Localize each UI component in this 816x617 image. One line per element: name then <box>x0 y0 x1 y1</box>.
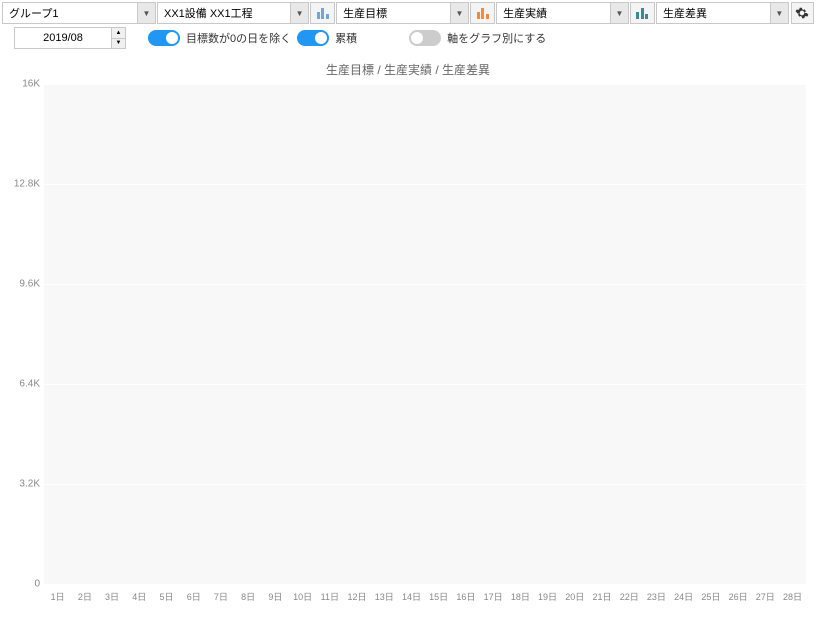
x-tick-label: 8日 <box>235 586 262 604</box>
x-tick-label: 16日 <box>452 586 479 604</box>
toggle-separate-axis[interactable] <box>409 30 441 46</box>
metric1-dropdown[interactable]: 生産目標 ▼ <box>336 2 469 24</box>
x-tick-label: 11日 <box>316 586 343 604</box>
x-tick-label: 14日 <box>398 586 425 604</box>
bar-chart-icon <box>477 7 489 19</box>
group-dropdown[interactable]: グループ1 ▼ <box>2 2 156 24</box>
x-tick-label: 15日 <box>425 586 452 604</box>
chart-type-button-2[interactable] <box>470 2 495 24</box>
x-tick-label: 2日 <box>71 586 98 604</box>
chart-bars <box>44 84 806 584</box>
metric2-dropdown-label: 生産実績 <box>497 5 610 21</box>
x-tick-label: 4日 <box>126 586 153 604</box>
chevron-down-icon: ▼ <box>112 39 125 49</box>
y-tick-label: 0 <box>34 579 40 590</box>
chart-area: 生産目標 / 生産実績 / 生産差異 03.2K6.4K9.6K12.8K16K… <box>0 55 816 617</box>
metric3-dropdown[interactable]: 生産差異 ▼ <box>656 2 789 24</box>
bar-chart-icon <box>317 7 329 19</box>
toggle-exclude-zero[interactable] <box>148 30 180 46</box>
x-tick-label: 19日 <box>534 586 561 604</box>
gear-icon <box>795 6 809 20</box>
date-spinner[interactable]: ▲ ▼ <box>112 27 126 49</box>
x-tick-label: 10日 <box>289 586 316 604</box>
metric3-dropdown-label: 生産差異 <box>657 5 770 21</box>
x-tick-label: 7日 <box>207 586 234 604</box>
y-tick-label: 16K <box>22 79 40 90</box>
x-tick-label: 5日 <box>153 586 180 604</box>
y-tick-label: 9.6K <box>19 279 40 290</box>
equipment-dropdown[interactable]: XX1設備 XX1工程 ▼ <box>157 2 309 24</box>
x-tick-label: 26日 <box>724 586 751 604</box>
toggle-cumulative-label: 累積 <box>335 30 357 46</box>
x-tick-label: 24日 <box>670 586 697 604</box>
x-tick-label: 3日 <box>98 586 125 604</box>
x-tick-label: 9日 <box>262 586 289 604</box>
toggle-exclude-zero-label: 目標数が0の日を除く <box>186 30 291 46</box>
x-tick-label: 13日 <box>371 586 398 604</box>
equipment-dropdown-label: XX1設備 XX1工程 <box>158 5 290 21</box>
toggle-separate-axis-label: 軸をグラフ別にする <box>447 30 546 46</box>
bar-chart-icon <box>636 7 648 19</box>
chart-title: 生産目標 / 生産実績 / 生産差異 <box>0 55 816 84</box>
chart-type-button-3[interactable] <box>630 2 655 24</box>
chevron-down-icon: ▼ <box>450 3 468 23</box>
chart-type-button-1[interactable] <box>310 2 335 24</box>
chevron-up-icon: ▲ <box>112 28 125 39</box>
x-tick-label: 23日 <box>643 586 670 604</box>
x-tick-label: 28日 <box>779 586 806 604</box>
y-tick-label: 6.4K <box>19 379 40 390</box>
x-tick-label: 22日 <box>616 586 643 604</box>
x-tick-label: 1日 <box>44 586 71 604</box>
y-tick-label: 3.2K <box>19 479 40 490</box>
x-tick-label: 21日 <box>588 586 615 604</box>
x-axis: 1日2日3日4日5日6日7日8日9日10日11日12日13日14日15日16日1… <box>44 586 806 604</box>
metric2-dropdown[interactable]: 生産実績 ▼ <box>496 2 629 24</box>
x-tick-label: 18日 <box>507 586 534 604</box>
date-input-value: 2019/08 <box>43 32 83 44</box>
toggle-cumulative[interactable] <box>297 30 329 46</box>
chevron-down-icon: ▼ <box>770 3 788 23</box>
metric1-dropdown-label: 生産目標 <box>337 5 450 21</box>
chevron-down-icon: ▼ <box>290 3 308 23</box>
group-dropdown-label: グループ1 <box>3 5 137 21</box>
x-tick-label: 12日 <box>343 586 370 604</box>
settings-button[interactable] <box>791 2 814 24</box>
y-axis: 03.2K6.4K9.6K12.8K16K <box>4 84 40 584</box>
x-tick-label: 20日 <box>561 586 588 604</box>
chevron-down-icon: ▼ <box>137 3 155 23</box>
x-tick-label: 6日 <box>180 586 207 604</box>
chevron-down-icon: ▼ <box>610 3 628 23</box>
chart-plot: 03.2K6.4K9.6K12.8K16K 1日2日3日4日5日6日7日8日9日… <box>44 84 806 604</box>
x-tick-label: 17日 <box>480 586 507 604</box>
y-tick-label: 12.8K <box>14 179 40 190</box>
x-tick-label: 27日 <box>752 586 779 604</box>
x-tick-label: 25日 <box>697 586 724 604</box>
date-input[interactable]: 2019/08 <box>14 27 112 49</box>
